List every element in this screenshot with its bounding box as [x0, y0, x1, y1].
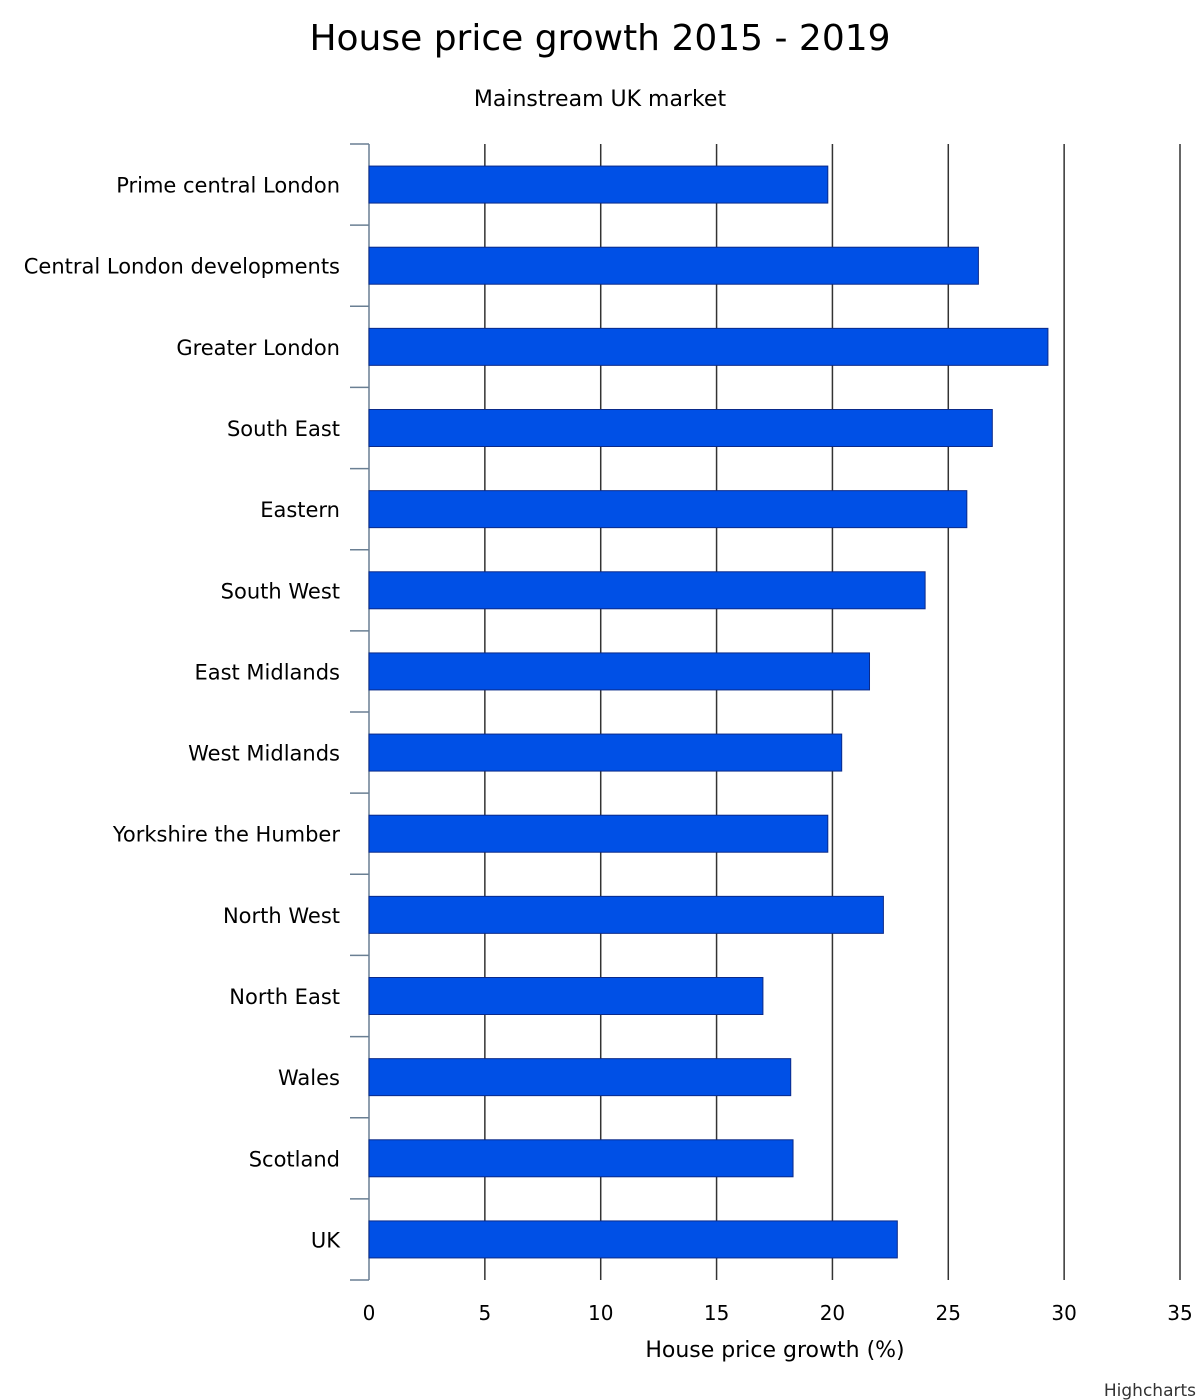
- bar[interactable]: [368, 1220, 898, 1259]
- bar[interactable]: [368, 409, 993, 447]
- bar[interactable]: [368, 490, 968, 529]
- category-label: Eastern: [260, 498, 340, 522]
- category-axis: [350, 143, 370, 1281]
- x-tick-label: 25: [936, 1301, 961, 1325]
- x-tick-label: 5: [478, 1301, 491, 1325]
- category-label: Scotland: [249, 1147, 340, 1171]
- bar[interactable]: [368, 814, 829, 853]
- bar-series: [368, 165, 1049, 1259]
- category-label: Wales: [278, 1066, 340, 1090]
- category-label: North West: [223, 904, 340, 928]
- bar[interactable]: [368, 327, 1049, 366]
- category-label: South West: [221, 579, 340, 603]
- x-tick-label: 35: [1167, 1301, 1192, 1325]
- gridlines: [484, 144, 1181, 1280]
- category-label: Central London developments: [24, 255, 340, 279]
- x-tick-label: 10: [588, 1301, 613, 1325]
- value-tick-labels: 0 5 10 15 20 25 30 35: [363, 1301, 1193, 1325]
- bar[interactable]: [368, 1058, 792, 1097]
- category-labels: Prime central London Central London devel…: [24, 174, 341, 1253]
- bar[interactable]: [368, 246, 979, 285]
- bar[interactable]: [368, 733, 843, 772]
- bar[interactable]: [368, 977, 764, 1015]
- x-tick-label: 15: [704, 1301, 729, 1325]
- bar[interactable]: [368, 571, 926, 610]
- category-label: UK: [311, 1228, 341, 1252]
- bar[interactable]: [368, 1139, 794, 1178]
- category-label: West Midlands: [188, 742, 340, 766]
- x-tick-label: 0: [363, 1301, 376, 1325]
- chart-title: House price growth 2015 - 2019: [309, 18, 890, 59]
- category-label: North East: [229, 985, 340, 1009]
- category-label: Yorkshire the Humber: [112, 823, 340, 847]
- category-label: South East: [227, 417, 340, 441]
- x-tick-label: 30: [1051, 1301, 1076, 1325]
- chart-subtitle: Mainstream UK market: [474, 87, 727, 112]
- category-label: Greater London: [176, 336, 340, 360]
- credits-link[interactable]: Highcharts: [1104, 1381, 1196, 1400]
- category-label: East Midlands: [194, 660, 340, 684]
- bar[interactable]: [368, 895, 884, 934]
- bar[interactable]: [368, 652, 871, 691]
- category-label: Prime central London: [116, 174, 340, 198]
- x-axis-title: House price growth (%): [645, 1338, 904, 1363]
- x-tick-label: 20: [820, 1301, 845, 1325]
- bar[interactable]: [368, 165, 829, 204]
